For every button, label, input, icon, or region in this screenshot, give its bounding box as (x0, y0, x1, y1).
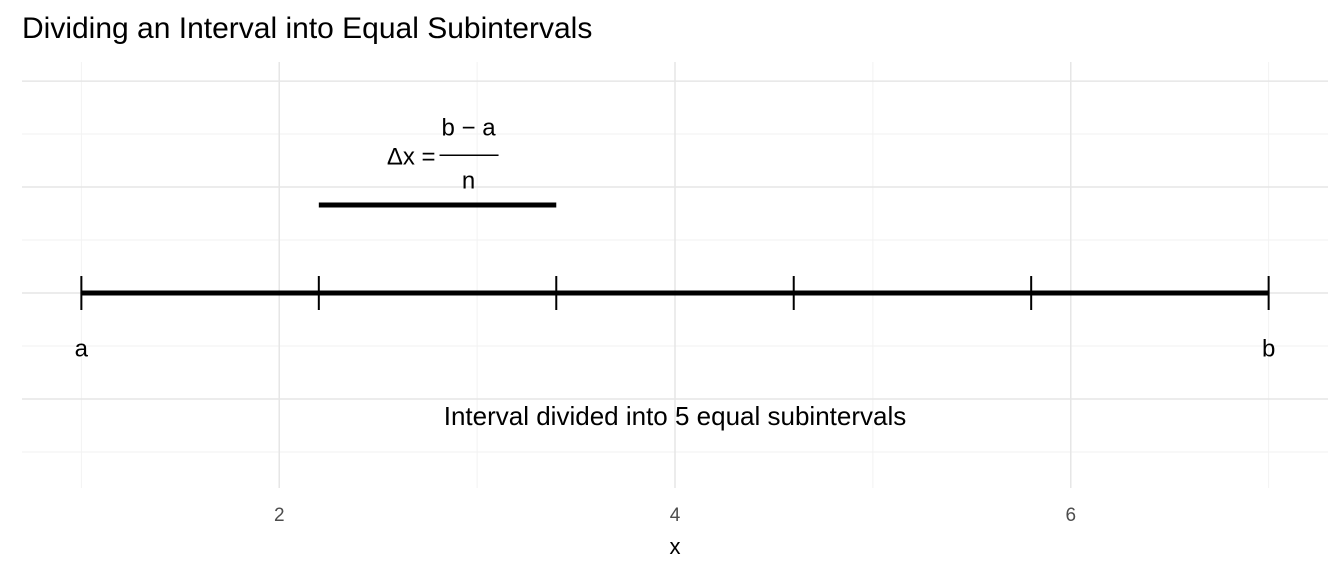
endpoint-label: a (75, 336, 89, 363)
formula-lhs: Δx = (387, 144, 436, 171)
x-tick-label: 4 (670, 505, 681, 526)
formula-denominator: n (462, 168, 475, 195)
annotation: Interval divided into 5 equal subinterva… (444, 401, 907, 431)
x-tick-label: 6 (1065, 505, 1076, 526)
x-tick-label: 2 (274, 505, 285, 526)
endpoint-label: b (1262, 336, 1275, 363)
formula-numerator: b − a (442, 115, 497, 142)
x-axis-label: x (670, 534, 681, 559)
chart-title: Dividing an Interval into Equal Subinter… (22, 12, 592, 45)
